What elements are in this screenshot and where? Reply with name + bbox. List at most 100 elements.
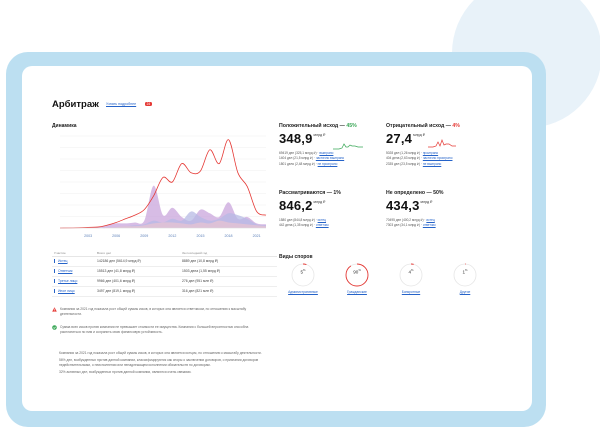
count-badge: 24 <box>145 101 152 107</box>
table-cell-total: 9966 дел (401,6 млрд ₽) <box>97 279 136 284</box>
pending-value: 846,2 <box>279 198 313 213</box>
more-link[interactable]: Узнать подробнее <box>106 102 137 106</box>
table-cell-total: 15513 дел (41,8 млрд ₽) <box>97 269 136 274</box>
table-row: Третье лицо 9966 дел (401,6 млрд ₽) 276 … <box>52 277 277 287</box>
summary-text: Компания за 2021 год показала рост общей… <box>59 351 271 377</box>
progress-ring <box>453 263 477 287</box>
chart-line-series <box>59 139 267 229</box>
warning-note: Компания за 2021 год показала рост общей… <box>52 307 267 317</box>
positive-value: 348,9 <box>279 131 313 146</box>
participation-table: Участие Всего дел За последний год Истец… <box>52 250 277 297</box>
dispute-type-other[interactable]: 1% Другие <box>440 262 490 294</box>
table-cell-total: 3497 дел (819,1 млрд ₽) <box>97 289 136 294</box>
table-header-last-year: За последний год <box>182 251 208 255</box>
undefined-defendant-link[interactable]: ответчик <box>422 223 436 228</box>
page-title: Арбитраж <box>52 99 99 110</box>
table-cell-last-year: 276 дел (951 млн ₽) <box>182 279 214 284</box>
dispute-percent: 1% <box>462 268 468 275</box>
success-note: Сумма всех исков против компании не прев… <box>52 325 267 335</box>
dispute-label[interactable]: Банкротные <box>401 290 421 294</box>
undefined-cases: Не определено — 50% 434,3млрд ₽ 70495 де… <box>386 190 443 229</box>
dispute-type-bankruptcy[interactable]: 4% Банкротные <box>386 262 436 294</box>
won-link[interactable]: выиграно <box>319 151 334 155</box>
negative-percent: 4% <box>452 123 460 129</box>
chart-x-tick-label: 2021 <box>253 234 261 238</box>
table-cell-last-year: 8889 дел (10,8 млрд ₽) <box>182 259 219 264</box>
pending-defendant-link[interactable]: ответчик <box>315 223 329 228</box>
positive-line: 1801 дело (2,48 млрд ₽) · не проиграно <box>279 161 338 166</box>
not-won-link[interactable]: не выиграно <box>422 161 442 166</box>
table-cell-last-year: 1503 дела (1,55 млрд ₽) <box>182 269 221 274</box>
undefined-value: 434,3 <box>386 198 420 213</box>
pending-line: 1580 дел (844,8 млрд ₽) · истец <box>279 218 327 222</box>
check-circle-icon <box>52 325 57 330</box>
dispute-percent: 4% <box>408 268 414 275</box>
negative-title: Отрицательный исход — 4% <box>386 123 460 129</box>
chart-x-tick-label: 2006 <box>112 234 120 238</box>
role-link-third-party[interactable]: Третье лицо <box>54 279 78 284</box>
table-header-total: Всего дел <box>97 251 112 255</box>
chart-x-tick-label: 2003 <box>84 234 92 238</box>
positive-sparkline <box>333 143 363 150</box>
dispute-percent: 5% <box>300 268 306 275</box>
arbitration-card: Арбитраж Узнать подробнее 24 Динамика 20… <box>22 66 532 411</box>
warning-icon <box>52 307 57 312</box>
partially-lost-link[interactable]: частично проиграно <box>422 156 453 161</box>
dispute-label[interactable]: Административные <box>288 290 318 294</box>
dispute-types-title: Виды споров <box>279 254 313 260</box>
dispute-percent: 90% <box>353 268 361 275</box>
negative-outcome: Отрицательный исход — 4% 27,4млрд ₽ 5028… <box>386 123 460 167</box>
role-link-other[interactable]: Иное лицо <box>54 289 75 294</box>
partially-won-link[interactable]: частично выиграно <box>315 156 345 161</box>
ring-progress <box>291 263 315 287</box>
negative-unit: млрд ₽ <box>413 133 425 137</box>
dispute-type-administrative[interactable]: 5% Административные <box>278 262 328 294</box>
table-header-role: Участие <box>54 251 66 255</box>
ring-progress <box>345 263 369 287</box>
negative-line: 2335 дел (23,5 млрд ₽) · не выиграно <box>386 161 442 166</box>
success-text: Сумма всех исков против компании не прев… <box>60 325 249 334</box>
negative-value: 27,4 <box>386 131 413 146</box>
negative-line: 404 дела (2,63 млрд ₽) · частично проигр… <box>386 156 453 161</box>
summary-paragraph: 32% активных дел, возбужденных против да… <box>59 370 192 374</box>
table-header: Участие Всего дел За последний год <box>52 250 277 257</box>
dispute-label[interactable]: Другие <box>459 290 471 294</box>
progress-ring <box>291 263 315 287</box>
pending-cases: Рассматриваются — 1% 846,2млрд ₽ 1580 де… <box>279 190 341 229</box>
table-row: Истец 142186 дел (5614,9 млрд ₽) 8889 де… <box>52 257 277 267</box>
table-cell-total: 142186 дел (5614,9 млрд ₽) <box>97 259 141 264</box>
positive-line: 69419 дел (325,1 млрд ₽) · выиграно <box>279 151 334 155</box>
table-cell-last-year: 316 дел (821 млн ₽) <box>182 289 214 294</box>
summary-paragraph: Компания за 2021 год показала рост общей… <box>59 351 262 355</box>
ring-progress <box>399 263 423 287</box>
negative-sparkline <box>428 138 456 148</box>
not-lost-link[interactable]: не проиграно <box>317 161 338 166</box>
positive-line: 1404 дел (21,5 млрд ₽) · частично выигра… <box>279 156 345 161</box>
undefined-unit: млрд ₽ <box>420 200 433 204</box>
pending-title: Рассматриваются — 1% <box>279 190 341 196</box>
chart-area-series <box>60 220 266 229</box>
dynamics-chart: 2003 2006 2009 2012 2015 2018 2021 <box>59 135 267 238</box>
ring-progress <box>453 263 477 287</box>
pending-line: 442 дела (1,35 млрд ₽) · ответчик <box>279 223 329 228</box>
pending-plaintiff-link[interactable]: истец <box>317 218 327 222</box>
positive-unit: млрд ₽ <box>313 133 326 137</box>
warning-text: Компания за 2021 год показала рост общей… <box>60 307 247 316</box>
chart-x-tick-label: 2012 <box>168 234 176 238</box>
dispute-type-civil[interactable]: 90% Гражданские <box>332 262 382 294</box>
progress-ring <box>399 263 423 287</box>
undefined-plaintiff-link[interactable]: истец <box>426 218 435 222</box>
role-link-defendant[interactable]: Ответчик <box>54 269 73 274</box>
summary-paragraph: 56% дел, возбужденных против данной комп… <box>59 358 259 367</box>
lost-link[interactable]: проиграно <box>422 151 439 155</box>
dispute-label[interactable]: Гражданские <box>347 290 367 294</box>
chart-area-series <box>60 185 266 229</box>
role-link-plaintiff[interactable]: Истец <box>54 259 68 264</box>
positive-outcome: Положительный исход — 45% 348,9млрд ₽ 69… <box>279 123 357 167</box>
dynamics-title: Динамика <box>52 123 77 129</box>
negative-line: 5028 дел (1,26 млрд ₽) · проиграно <box>386 151 439 155</box>
undefined-line: 70495 дел (400,2 млрд ₽) · истец <box>386 218 435 222</box>
chart-x-tick-label: 2015 <box>196 234 204 238</box>
undefined-line: 7303 дел (34,1 млрд ₽) · ответчик <box>386 223 436 228</box>
positive-title: Положительный исход — 45% <box>279 123 357 129</box>
